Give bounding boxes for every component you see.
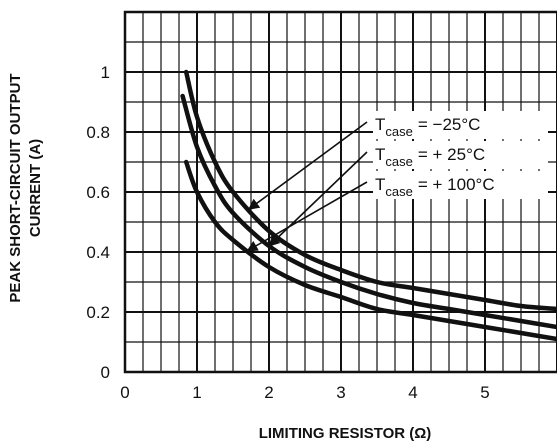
series-label-main: T: [375, 175, 385, 194]
series-label-2: Tcase = + 100°C: [375, 175, 495, 199]
series-label-main: T: [375, 145, 385, 164]
plot-frame: [123, 10, 557, 374]
series-label-rest: = + 100°C: [418, 175, 495, 194]
series-label-0: Tcase = −25°C: [375, 115, 480, 139]
series-label-sub: case: [385, 124, 412, 139]
series-line-2: [183, 159, 557, 342]
annotation-backdrop: [373, 111, 548, 139]
x-tick-label: 0: [120, 383, 129, 402]
y-tick-label: 0.2: [86, 303, 110, 322]
series-label-main: T: [375, 115, 385, 134]
x-tick-label: 2: [264, 383, 273, 402]
chart-grid: [123, 10, 557, 374]
x-tick-label: 1: [192, 383, 201, 402]
annotation-arrow-1: [268, 151, 368, 247]
annotation-arrow-2: [246, 181, 368, 252]
annotation-arrow-0: [247, 121, 368, 210]
y-tick-label: 0.8: [86, 123, 110, 142]
y-tick-label: 0.4: [86, 243, 110, 262]
series-label-1: Tcase = + 25°C: [375, 145, 485, 169]
series-line-0: [183, 69, 557, 312]
y-axis-title-line-1: PEAK SHORT-CIRCUIT OUTPUT: [7, 73, 24, 302]
annotation-backdrop: [373, 171, 548, 199]
x-tick-label: 3: [336, 383, 345, 402]
chart-ticks: 0 1 2 3 4 5 0 0.2 0.4 0.6 0.8 1: [86, 63, 489, 402]
series-label-rest: = −25°C: [418, 115, 481, 134]
chart-curves: [180, 69, 557, 342]
series-line-1: [180, 93, 557, 330]
chart-annotations: Tcase = −25°C Tcase = + 25°C Tcase = + 100°C: [246, 111, 548, 252]
y-axis-title-line-2: CURRENT (A): [27, 139, 44, 237]
x-axis-title: LIMITING RESISTOR (Ω): [259, 425, 432, 442]
y-tick-label: 0: [101, 363, 110, 382]
x-tick-label: 4: [408, 383, 417, 402]
y-tick-label: 0.6: [86, 183, 110, 202]
y-tick-label: 1: [101, 63, 110, 82]
series-label-rest: = + 25°C: [418, 145, 485, 164]
series-label-sub: case: [385, 154, 412, 169]
x-tick-label: 5: [480, 383, 489, 402]
series-label-sub: case: [385, 184, 412, 199]
annotation-backdrop: [373, 141, 548, 169]
